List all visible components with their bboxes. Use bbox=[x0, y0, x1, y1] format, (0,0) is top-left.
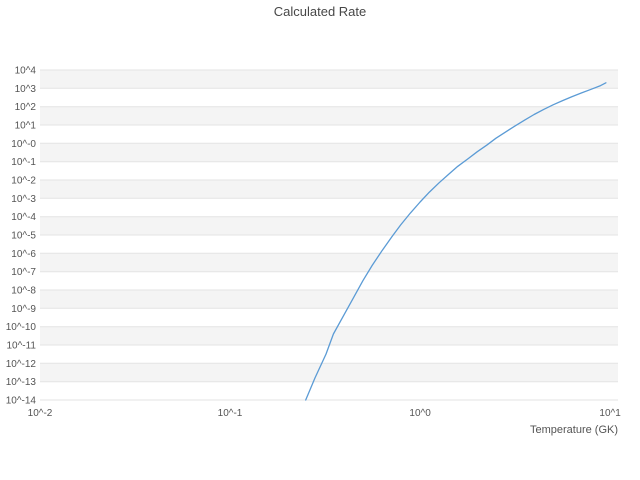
y-tick-label: 10^-11 bbox=[6, 341, 36, 352]
plot-band bbox=[40, 216, 618, 235]
y-tick-label: 10^-3 bbox=[11, 194, 36, 205]
y-tick-label: 10^-9 bbox=[11, 304, 36, 315]
y-tick-label: 10^1 bbox=[15, 121, 37, 132]
y-tick-label: 10^-1 bbox=[11, 157, 36, 168]
y-tick-label: 10^-5 bbox=[11, 231, 36, 242]
plot-band bbox=[40, 253, 618, 272]
y-tick-label: 10^-4 bbox=[11, 212, 36, 223]
plot-band bbox=[40, 143, 618, 162]
x-tick-label: 10^0 bbox=[409, 408, 431, 419]
plot-band bbox=[40, 290, 618, 309]
y-tick-label: 10^-6 bbox=[11, 249, 36, 260]
y-tick-label: 10^-0 bbox=[11, 139, 36, 150]
x-tick-label: 10^1 bbox=[599, 408, 621, 419]
y-tick-label: 10^-8 bbox=[11, 286, 36, 297]
plot-band bbox=[40, 70, 618, 89]
y-tick-label: 10^-7 bbox=[11, 267, 36, 278]
y-tick-label: 10^2 bbox=[15, 102, 37, 113]
rate-curve bbox=[305, 82, 607, 401]
x-axis-label: Temperature (GK) bbox=[529, 424, 618, 436]
plot-band bbox=[40, 180, 618, 199]
y-tick-label: 10^-13 bbox=[6, 377, 37, 388]
plot-band bbox=[40, 363, 618, 382]
plot-band bbox=[40, 106, 618, 125]
y-tick-label: 10^3 bbox=[15, 84, 37, 95]
x-tick-label: 10^-2 bbox=[28, 408, 53, 419]
x-tick-label: 10^-1 bbox=[218, 408, 243, 419]
y-tick-label: 10^-14 bbox=[6, 396, 37, 407]
plot-band bbox=[40, 326, 618, 345]
chart-title: Calculated Rate bbox=[273, 4, 367, 19]
y-tick-label: 10^4 bbox=[15, 66, 37, 77]
y-tick-label: 10^-2 bbox=[11, 176, 36, 187]
y-tick-label: 10^-10 bbox=[6, 322, 37, 333]
y-tick-label: 10^-12 bbox=[6, 359, 37, 370]
